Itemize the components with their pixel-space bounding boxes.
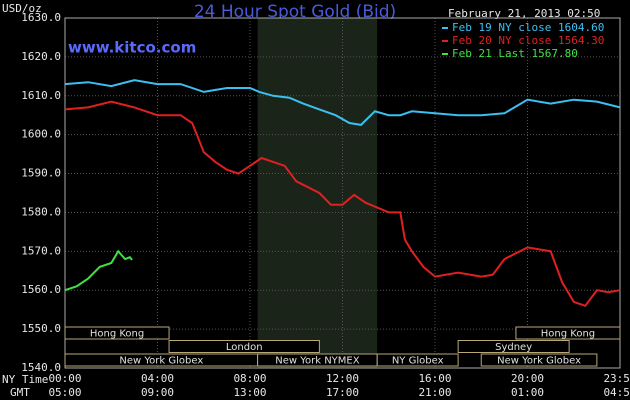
chart-title: 24 Hour Spot Gold (Bid): [194, 2, 396, 22]
row-label: NY Time: [2, 373, 48, 386]
price-line: [64, 249, 133, 292]
timestamp: February 21, 2013 02:50: [448, 7, 600, 20]
session-bar: [64, 326, 170, 340]
price-line: [64, 79, 621, 126]
gmt-tick-label: 13:00: [233, 386, 266, 399]
session-label: Hong Kong: [90, 329, 144, 340]
y-tick-label: 1570.0: [21, 244, 61, 257]
plot-border: [64, 17, 621, 369]
x-tick-label: 12:00: [326, 372, 359, 385]
y-tick-label: 1540.0: [21, 361, 61, 374]
legend-entry: Feb 20 NY close 1564.30: [452, 34, 604, 47]
y-tick-label: 1620.0: [21, 50, 61, 63]
x-tick-label: 16:00: [418, 372, 451, 385]
session-label: Hong Kong: [541, 329, 595, 340]
row-label: GMT: [10, 386, 30, 399]
session-label: New York Globex: [119, 356, 203, 367]
session-bar: [168, 340, 320, 353]
y-tick-label: 1610.0: [21, 89, 61, 102]
site-label: www.kitco.com: [68, 39, 196, 57]
gmt-tick-label: 17:00: [326, 386, 359, 399]
session-label: London: [226, 342, 263, 353]
y-tick-label: 1630.0: [21, 11, 61, 24]
x-tick-label: 23:59: [603, 372, 630, 385]
session-bar: [457, 340, 570, 353]
session-bar: [480, 353, 598, 367]
legend-entry: Feb 21 Last 1567.80: [452, 47, 578, 60]
y-tick-label: 1580.0: [21, 205, 61, 218]
session-label: New York NYMEX: [275, 356, 360, 367]
session-bar: [515, 326, 621, 340]
x-tick-label: 08:00: [233, 372, 266, 385]
y-tick-label: 1590.0: [21, 167, 61, 180]
session-bar: [376, 353, 459, 367]
gmt-tick-label: 21:00: [418, 386, 451, 399]
y-axis-label: USD/oz: [2, 2, 42, 15]
price-line: [64, 100, 621, 307]
gmt-tick-label: 09:00: [141, 386, 174, 399]
y-tick-label: 1600.0: [21, 128, 61, 141]
session-label: NY Globex: [392, 356, 444, 367]
y-tick-label: 1560.0: [21, 283, 61, 296]
session-label: New York Globex: [497, 356, 581, 367]
x-tick-label: 04:00: [141, 372, 174, 385]
session-label: Sydney: [495, 342, 532, 353]
y-tick-label: 1550.0: [21, 322, 61, 335]
x-tick-label: 20:00: [511, 372, 544, 385]
gmt-tick-label: 05:00: [48, 386, 81, 399]
legend-entry: Feb 19 NY close 1604.60: [452, 21, 604, 34]
x-tick-label: 00:00: [48, 372, 81, 385]
gmt-tick-label: 04:59: [603, 386, 630, 399]
gmt-tick-label: 01:00: [511, 386, 544, 399]
